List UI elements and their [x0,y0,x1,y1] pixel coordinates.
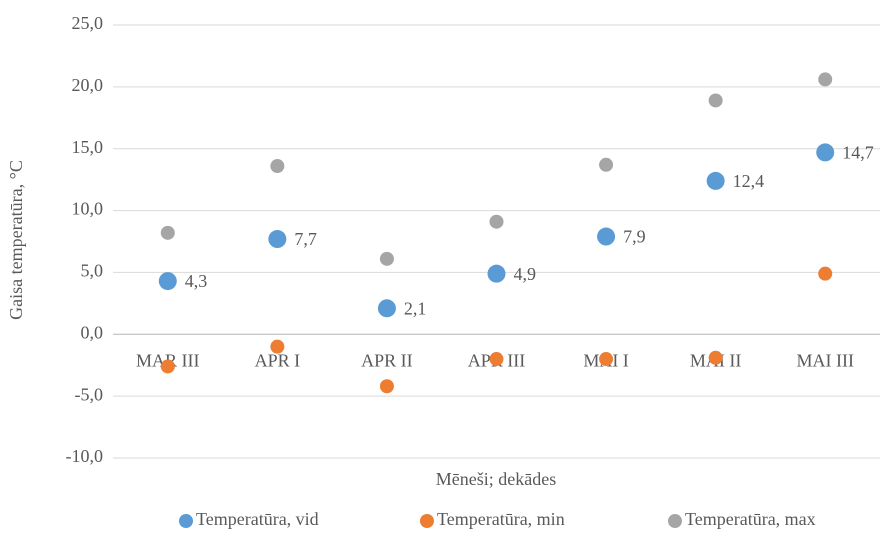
data-point [270,339,285,354]
data-point [377,299,396,318]
data-label: 7,9 [623,227,646,247]
data-label: 2,1 [404,298,427,318]
data-point [708,350,723,365]
data-point [708,93,723,108]
data-point [489,352,504,367]
x-tick-label: APR I [255,350,301,370]
x-tick-label: MAI III [796,350,853,370]
legend-label: Temperatūra, max [685,509,816,529]
data-label: 4,3 [185,271,208,291]
data-point [379,379,394,394]
x-axis-title: Mēneši; dekādes [436,469,556,489]
y-tick-label: 15,0 [72,137,104,157]
y-tick-label: -10,0 [66,446,104,466]
y-tick-label: 25,0 [72,13,104,33]
data-point [818,72,833,87]
data-point [489,214,504,229]
data-point [706,171,725,190]
data-label: 14,7 [842,143,874,163]
data-label: 4,9 [514,264,537,284]
legend-marker [179,514,193,528]
data-point [487,264,506,283]
legend-marker [668,514,682,528]
legend-label: Temperatūra, vid [196,509,319,529]
data-point [818,266,833,281]
data-point [379,251,394,266]
y-tick-label: 10,0 [72,199,104,219]
y-tick-label: 0,0 [81,322,104,342]
data-point [160,359,175,374]
y-axis-title: Gaisa temperatūra, °C [6,160,26,320]
data-point [160,225,175,240]
data-point [599,352,614,367]
data-point [816,143,835,162]
x-tick-label: APR II [361,350,413,370]
data-label: 7,7 [294,229,317,249]
legend-label: Temperatūra, min [437,509,565,529]
y-tick-label: 20,0 [72,75,104,95]
data-point [597,227,616,246]
y-tick-label: 5,0 [81,261,104,281]
legend-marker [420,514,434,528]
data-point [270,159,285,174]
data-point [268,230,287,249]
data-point [158,272,177,291]
y-tick-label: -5,0 [75,384,104,404]
data-point [599,157,614,172]
data-label: 12,4 [733,171,765,191]
